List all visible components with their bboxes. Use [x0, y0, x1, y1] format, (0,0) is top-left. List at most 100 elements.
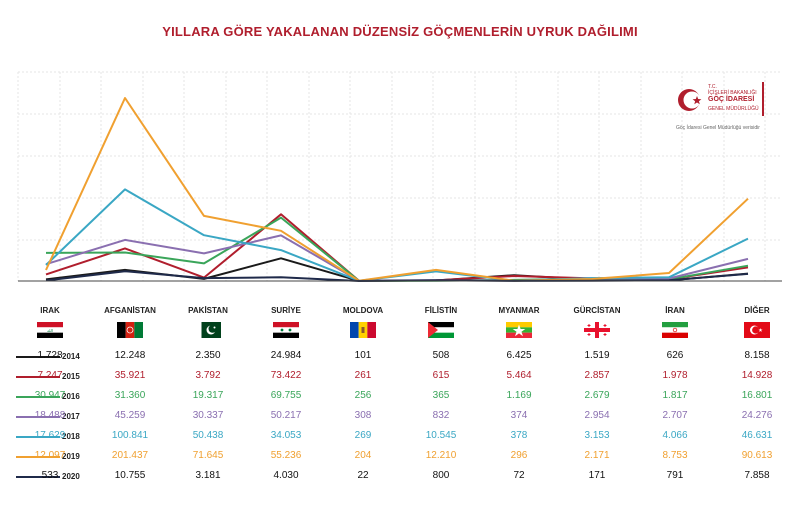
- legend-swatch-2019: [16, 456, 60, 458]
- data-label: 34.053: [270, 430, 302, 441]
- data-label: 2.857: [584, 370, 610, 381]
- logo-line-2: İÇİŞLERİ BAKANLIĞI: [708, 90, 757, 96]
- data-label: 2.707: [662, 410, 688, 421]
- data-label: 5.464: [506, 370, 532, 381]
- data-label: 3.181: [195, 470, 221, 481]
- data-label: 2.954: [584, 410, 610, 421]
- iran-flag-icon: [662, 322, 688, 338]
- data-label: 14.928: [741, 370, 773, 381]
- data-label: 69.755: [270, 390, 302, 401]
- logo-bar: [762, 82, 764, 116]
- legend-swatch-2016: [16, 396, 60, 398]
- data-label: 3.153: [584, 430, 610, 441]
- column-header-2: PAKİSTAN: [188, 306, 228, 315]
- data-label: 24.984: [270, 350, 302, 361]
- data-label: 626: [666, 350, 684, 361]
- data-label: 30.337: [192, 410, 224, 421]
- data-label: 1.978: [662, 370, 688, 381]
- data-label: 533: [41, 470, 59, 481]
- data-label: 100.841: [111, 430, 149, 441]
- row-year-2017: 2017: [62, 412, 80, 421]
- legend-swatch-2015: [16, 376, 60, 378]
- data-label: 2.350: [195, 350, 221, 361]
- data-label: 171: [588, 470, 606, 481]
- data-label: 30.947: [34, 390, 66, 401]
- row-year-2016: 2016: [62, 392, 80, 401]
- data-label: 6.425: [506, 350, 532, 361]
- logo: T.C. İÇİŞLERİ BAKANLIĞI GÖÇ İDARESİ GENE…: [676, 80, 786, 140]
- line-chart: [17, 71, 782, 282]
- column-header-6: MYANMAR: [498, 306, 540, 315]
- series-line-2016: [45, 216, 749, 282]
- column-header-0: IRAK: [40, 306, 60, 315]
- data-label: 16.801: [741, 390, 773, 401]
- logo-line-1: T.C.: [708, 84, 717, 90]
- data-label: 50.438: [192, 430, 224, 441]
- data-label: 4.066: [662, 430, 688, 441]
- legend-swatch-2020: [16, 476, 60, 478]
- data-label: 7.858: [744, 470, 770, 481]
- data-label: 71.645: [192, 450, 224, 461]
- iraq-flag-icon: الله: [37, 322, 63, 338]
- row-year-2014: 2014: [62, 352, 80, 361]
- data-label: 22: [357, 470, 369, 481]
- data-label: 90.613: [741, 450, 773, 461]
- column-header-5: FİLİSTİN: [424, 306, 458, 315]
- data-label: 35.921: [114, 370, 146, 381]
- column-header-1: AFGANİSTAN: [104, 306, 156, 315]
- data-label: 308: [354, 410, 372, 421]
- grid: [17, 71, 782, 281]
- data-label: 378: [510, 430, 528, 441]
- data-label: 791: [666, 470, 684, 481]
- data-label: 1.169: [506, 390, 532, 401]
- data-label: 4.030: [273, 470, 299, 481]
- column-header-7: GÜRCİSTAN: [573, 306, 621, 315]
- row-year-2018: 2018: [62, 432, 80, 441]
- data-label: 12.248: [114, 350, 146, 361]
- data-label: 8.753: [662, 450, 688, 461]
- source-note: Göç İdaresi Genel Müdürlüğü verisidir: [676, 125, 760, 131]
- data-label: 256: [354, 390, 372, 401]
- logo-line-3: GÖÇ İDARESİ: [708, 96, 755, 103]
- data-label: 7.247: [37, 370, 63, 381]
- data-label: 3.792: [195, 370, 221, 381]
- column-header-8: İRAN: [665, 306, 685, 315]
- syria-flag-icon: [273, 322, 299, 338]
- data-label: 18.488: [34, 410, 66, 421]
- data-label: 73.422: [270, 370, 302, 381]
- data-label: 10.755: [114, 470, 146, 481]
- data-label: 46.631: [741, 430, 773, 441]
- data-label: 2.171: [584, 450, 610, 461]
- column-header-3: SURİYE: [271, 306, 301, 315]
- legend-swatch-2018: [16, 436, 60, 438]
- data-label: 24.276: [741, 410, 773, 421]
- moldova-flag-icon: [350, 322, 376, 338]
- column-header-9: DİĞER: [744, 306, 770, 315]
- legend-swatch-2014: [16, 356, 60, 358]
- series-line-2015: [45, 213, 749, 282]
- logo-line-4: GENEL MÜDÜRLÜĞÜ: [708, 106, 759, 112]
- data-label: 2.679: [584, 390, 610, 401]
- data-label: 12.210: [425, 450, 457, 461]
- turkey-flag-icon: [744, 322, 770, 338]
- data-label: 365: [432, 390, 450, 401]
- data-label: 508: [432, 350, 450, 361]
- data-label: 1.519: [584, 350, 610, 361]
- data-label: 296: [510, 450, 528, 461]
- data-label: 269: [354, 430, 372, 441]
- pakistan-flag-icon: [195, 322, 221, 338]
- crescent-star-icon: [678, 89, 702, 111]
- row-year-2019: 2019: [62, 452, 80, 461]
- data-label: 374: [510, 410, 528, 421]
- data-label: 31.360: [114, 390, 146, 401]
- data-label: 832: [432, 410, 450, 421]
- data-label: 45.259: [114, 410, 146, 421]
- data-label: 1.728: [37, 350, 63, 361]
- chart-title: YILLARA GÖRE YAKALANAN DÜZENSİZ GÖÇMENLE…: [162, 24, 638, 39]
- svg-text:الله: الله: [47, 328, 53, 333]
- data-label: 800: [432, 470, 450, 481]
- data-label: 50.217: [270, 410, 302, 421]
- series-lines: [45, 97, 749, 282]
- data-label: 72: [513, 470, 525, 481]
- data-label: 8.158: [744, 350, 770, 361]
